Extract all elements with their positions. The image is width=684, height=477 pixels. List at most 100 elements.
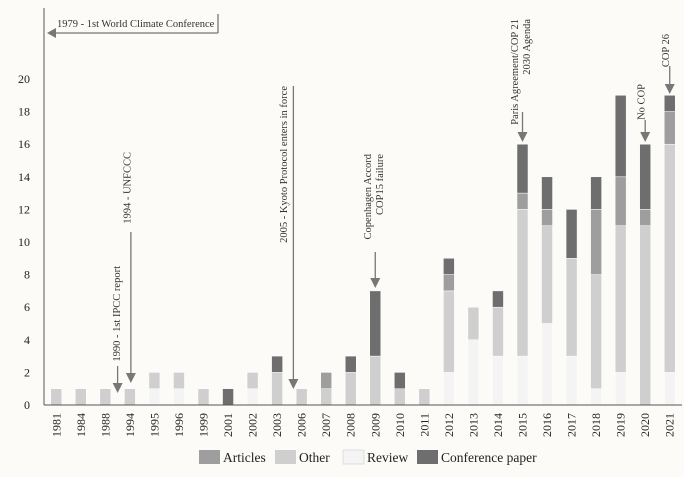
bar-segment [344,372,357,406]
bar-segment [614,95,627,178]
x-tick-label: 2002 [246,413,260,437]
x-tick-label: 2017 [565,413,579,437]
bar-segment [590,274,602,389]
bar-segment [271,372,283,406]
annotation-label: COP15 failure [375,154,386,215]
bar-segment [443,372,455,406]
bar-segment [590,176,602,210]
y-tick-label: 6 [24,300,30,314]
arrow-2015-head [517,132,528,142]
bar-segment [443,290,455,373]
x-tick-label: 2001 [221,413,235,437]
bar-segment [492,306,504,357]
x-tick-label: 2021 [663,413,677,437]
annotation-label: COP 26 [661,34,672,67]
annotation-label: 1990 - 1st IPCC report [112,266,123,362]
x-tick-label: 1988 [98,413,112,437]
bar-segment [516,143,529,194]
x-tick-label: 1995 [147,413,161,437]
bar-segment [639,225,651,406]
bar-segment [541,209,553,226]
bar-segment [590,209,602,275]
bar-segment [590,388,602,406]
bar-segment [295,388,308,406]
bar-segment [443,274,455,292]
x-tick-label: 1999 [197,413,211,437]
bar-segment [663,143,676,373]
bar-segment [173,388,185,406]
bar-segment [516,192,529,210]
bar-segment [541,225,553,324]
bar-segment [271,355,283,373]
bar-segment [614,372,627,406]
y-tick-label: 4 [24,333,30,347]
bar-segment [344,355,357,373]
x-tick-label: 2013 [466,413,480,437]
legend-label: Other [299,450,330,465]
bar-segment [124,388,136,406]
x-tick-label: 2010 [393,413,407,437]
bar-segment [394,372,406,389]
bar-segment [516,355,529,406]
bar-segment [467,306,480,341]
y-tick-label: 20 [18,72,30,86]
annotation-label: 1979 - 1st World Climate Conference [57,19,215,30]
legend-label: Conference paper [441,450,537,465]
bar-segment [541,176,553,210]
y-tick-label: 18 [18,105,30,119]
bar-segment [50,388,63,406]
annotation-label: 2005 - Kyoto Protocol enters in force [279,86,290,243]
bar-segment [148,388,161,406]
legend-swatch [275,450,296,464]
legend-swatch [417,450,438,464]
annotation-label: Paris Agreement/COP 21 [510,19,521,125]
bar-segment [663,372,676,406]
y-tick-label: 0 [24,398,30,412]
bar-segment [99,388,112,406]
bar-segment [369,290,382,357]
arrow-1990-head [112,383,123,393]
arrow-2021-head [664,84,675,94]
x-tick-label: 2007 [319,413,333,437]
bar-segment [75,388,87,406]
x-tick-label: 1996 [172,413,186,437]
bar-segment [197,388,210,406]
arrow-2009-head [370,278,381,288]
legend-swatch [199,450,220,464]
bar-segment [148,372,161,389]
x-tick-label: 2014 [491,413,505,437]
x-tick-label: 2019 [614,413,628,437]
bar-segment [369,355,382,406]
x-tick-label: 2006 [295,413,309,437]
annotation-label: No COP [637,84,648,120]
bar-segment [467,339,480,406]
x-tick-label: 1984 [74,413,88,437]
bar-segment [614,225,627,373]
legend-label: Articles [223,450,266,465]
bar-segment [663,111,676,145]
x-tick-label: 2020 [638,413,652,437]
x-tick-label: 2011 [417,413,431,437]
annotation-label: Copenhagen Accord [363,153,374,239]
bar-segment [663,95,676,112]
x-tick-label: 2012 [442,413,456,437]
bar-segment [394,388,406,406]
arrow-1994-head [125,373,136,383]
arrow-2005-head [288,379,299,389]
bar-segment [492,290,504,308]
x-tick-label: 2008 [344,413,358,437]
legend-label: Review [367,450,408,465]
bar-segment [565,258,578,357]
bar-segment [639,143,651,210]
bar-segment [418,388,431,406]
x-tick-label: 2003 [270,413,284,437]
bar-segment [246,372,259,389]
legend-swatch [342,449,365,465]
bar-segment [443,258,455,275]
y-tick-label: 14 [18,170,30,184]
y-tick-label: 2 [24,365,30,379]
arrow-1979-head [47,28,56,38]
annotation-label: 2030 Agenda [522,19,533,75]
